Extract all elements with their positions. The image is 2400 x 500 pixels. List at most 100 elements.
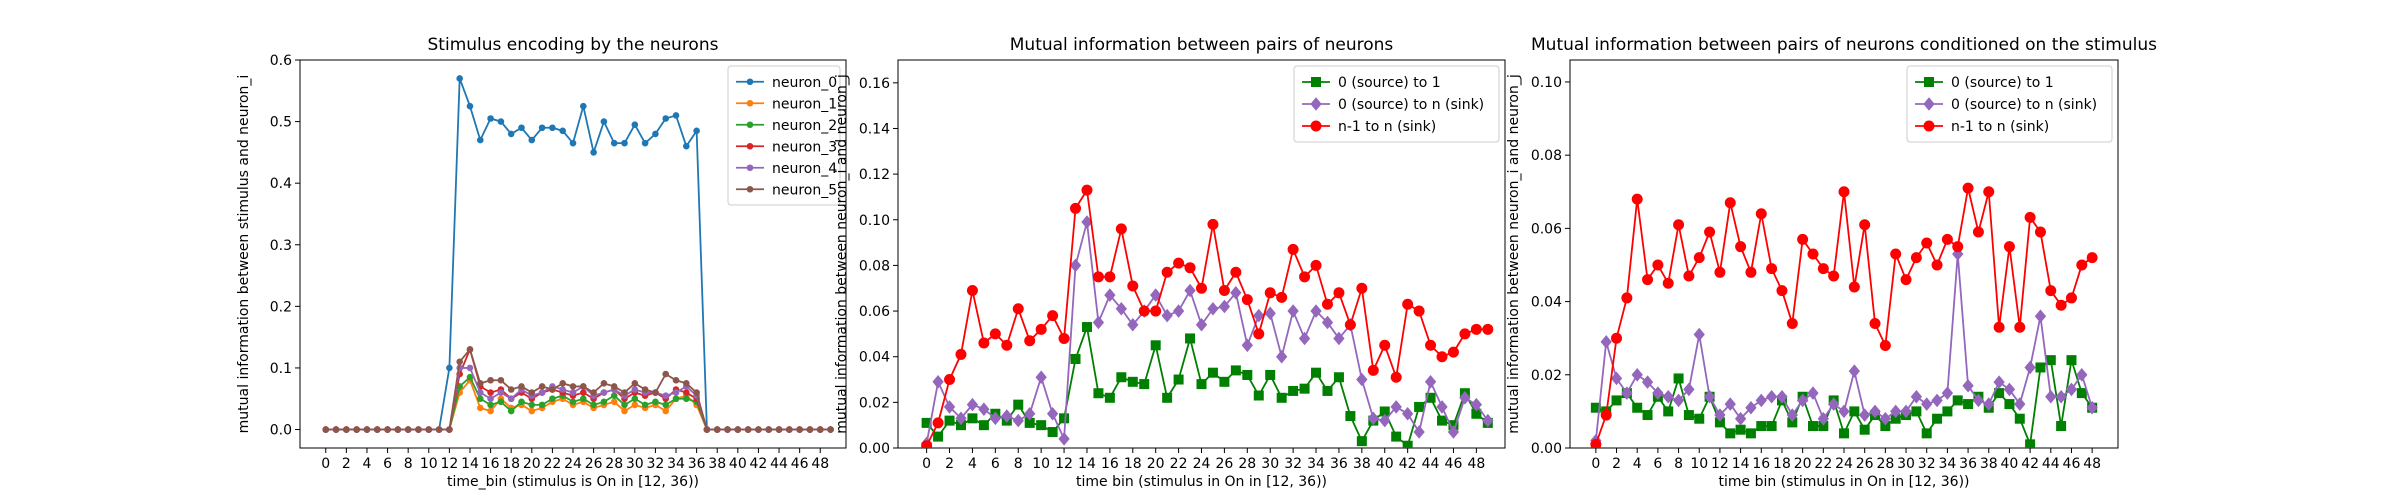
data-point bbox=[631, 380, 639, 387]
x-tick-label: 36 bbox=[1330, 456, 1348, 472]
data-point bbox=[476, 136, 484, 144]
data-point bbox=[1735, 424, 1746, 435]
data-point bbox=[1673, 373, 1684, 384]
legend-marker bbox=[746, 99, 754, 107]
x-tick-label: 32 bbox=[1284, 456, 1302, 472]
data-point bbox=[1219, 376, 1230, 387]
data-point bbox=[2076, 368, 2088, 382]
data-point bbox=[1024, 335, 1036, 347]
data-point bbox=[1921, 237, 1933, 249]
x-axis-label: time bin (stimulus in On in [12, 36)) bbox=[1076, 474, 1327, 490]
data-point bbox=[1890, 248, 1902, 260]
x-tick-label: 12 bbox=[1711, 456, 1729, 472]
data-point bbox=[1276, 291, 1288, 303]
data-point bbox=[1172, 304, 1185, 318]
data-point bbox=[978, 402, 990, 416]
data-point bbox=[1962, 182, 1974, 194]
data-point bbox=[1333, 287, 1345, 299]
legend-label: neuron_1 bbox=[772, 96, 837, 112]
data-point bbox=[1333, 331, 1345, 346]
y-axis-label: mutual information between stimulus and … bbox=[236, 75, 252, 434]
data-point bbox=[1299, 271, 1311, 283]
data-point bbox=[487, 115, 494, 122]
x-tick-label: 10 bbox=[1032, 456, 1050, 472]
data-point bbox=[569, 139, 577, 147]
data-point bbox=[1859, 219, 1871, 231]
x-tick-label: 22 bbox=[543, 456, 561, 472]
data-point bbox=[559, 386, 566, 393]
data-point bbox=[415, 426, 422, 433]
data-point bbox=[786, 426, 793, 433]
data-point bbox=[713, 426, 721, 433]
data-point bbox=[1058, 432, 1070, 446]
legend-label: 0 (source) to 1 bbox=[1951, 75, 2054, 91]
data-point bbox=[1059, 413, 1070, 424]
data-point bbox=[1766, 421, 1777, 432]
legend-label: neuron_2 bbox=[772, 118, 837, 134]
data-point bbox=[1921, 428, 1932, 439]
data-point bbox=[1839, 428, 1849, 439]
data-point bbox=[1150, 340, 1161, 351]
data-point bbox=[1138, 305, 1150, 317]
data-point bbox=[1910, 389, 1923, 404]
data-point bbox=[724, 426, 731, 433]
data-point bbox=[943, 400, 956, 414]
data-point bbox=[978, 420, 989, 431]
data-point bbox=[641, 401, 649, 409]
data-point bbox=[1817, 263, 1829, 275]
data-point bbox=[1879, 411, 1892, 426]
x-tick-label: 16 bbox=[1752, 456, 1770, 472]
data-point bbox=[1012, 303, 1024, 315]
data-point bbox=[1413, 305, 1425, 317]
x-tick-label: 40 bbox=[729, 456, 747, 472]
data-point bbox=[2076, 259, 2088, 271]
data-point bbox=[662, 370, 670, 378]
x-tick-label: 4 bbox=[968, 456, 977, 472]
x-tick-label: 10 bbox=[420, 456, 438, 472]
data-point bbox=[559, 127, 566, 135]
data-point bbox=[672, 395, 680, 403]
data-point bbox=[1693, 252, 1705, 264]
data-point bbox=[1391, 431, 1402, 442]
data-point bbox=[1932, 413, 1943, 424]
data-point bbox=[1150, 305, 1162, 317]
series-5 bbox=[322, 364, 834, 433]
data-point bbox=[559, 380, 566, 387]
data-point bbox=[1093, 388, 1104, 399]
data-point bbox=[1367, 364, 1379, 376]
data-point bbox=[1745, 266, 1757, 278]
data-point bbox=[590, 149, 597, 156]
data-point bbox=[1402, 298, 1414, 310]
data-point bbox=[1869, 318, 1881, 330]
data-point bbox=[1849, 406, 1860, 417]
x-tick-label: 24 bbox=[1193, 456, 1211, 472]
x-tick-label: 42 bbox=[2021, 456, 2039, 472]
data-point bbox=[1196, 282, 1207, 294]
data-point bbox=[456, 75, 463, 82]
data-point bbox=[641, 139, 649, 147]
x-tick-label: 46 bbox=[2063, 456, 2081, 472]
x-tick-label: 20 bbox=[523, 456, 541, 472]
data-point bbox=[466, 364, 474, 372]
data-point bbox=[1663, 406, 1674, 417]
data-point bbox=[1115, 301, 1127, 316]
data-point bbox=[538, 124, 546, 132]
data-point bbox=[1081, 184, 1093, 196]
data-point bbox=[662, 407, 670, 415]
data-point bbox=[1641, 375, 1654, 389]
data-point bbox=[1735, 241, 1747, 253]
data-point bbox=[590, 389, 597, 396]
legend-marker bbox=[1923, 120, 1935, 132]
data-point bbox=[744, 426, 752, 433]
legend-label: 0 (source) to 1 bbox=[1338, 75, 1441, 91]
data-point bbox=[1036, 420, 1047, 431]
data-point bbox=[2004, 399, 2015, 410]
y-tick-label: 0.06 bbox=[859, 304, 890, 320]
data-point bbox=[1838, 186, 1850, 198]
data-point bbox=[1012, 413, 1024, 428]
data-point bbox=[816, 426, 824, 433]
series-2 bbox=[920, 215, 1494, 448]
data-point bbox=[1704, 226, 1716, 238]
data-point bbox=[1344, 319, 1356, 331]
y-axis-label: mutual information between neuron_i and … bbox=[1506, 74, 1522, 434]
